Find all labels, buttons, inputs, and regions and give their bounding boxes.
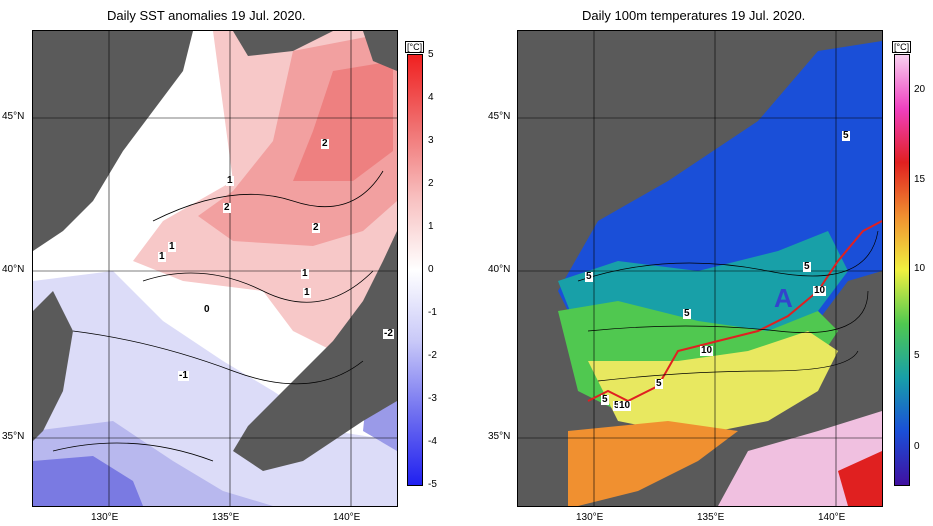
contour-label: -1 [178,370,189,381]
contour-label: 5 [683,308,691,319]
sst-anomaly-colorbar [407,54,423,486]
colorbar-tick-label: 1 [428,221,434,232]
lat-label: 45°N [2,111,25,122]
contour-label: 1 [168,241,176,252]
contour-label: 1 [301,268,309,279]
sst-anomaly-map-graphic [33,31,397,506]
temp-100m-colorbar [894,54,910,486]
lon-label: 140°E [333,512,361,523]
contour-label: 0 [203,304,211,315]
colorbar-tick-label: 4 [428,92,434,103]
temp-100m-map: 5 5 5 5 10 5 10 5 5 10 A [517,30,883,507]
colorbar-tick-label: 5 [428,49,434,60]
colorbar-tick-label: -4 [428,436,437,447]
colorbar-tick-label: -2 [428,350,437,361]
contour-label: 10 [700,345,714,356]
colorbar-tick-label: -3 [428,393,437,404]
right-panel-title: Daily 100m temperatures 19 Jul. 2020. [582,8,806,23]
contour-label: 5 [655,378,663,389]
lon-label: 135°E [697,512,725,523]
contour-label: -2 [383,328,394,339]
lon-label: 140°E [818,512,846,523]
colorbar-tick-label: 0 [914,441,920,452]
contour-label: 5 [613,400,621,411]
contour-label: 2 [312,222,320,233]
contour-label: 2 [321,138,329,149]
lat-label: 35°N [488,431,511,442]
contour-label: 10 [618,400,632,411]
colorbar-tick-label: 15 [914,174,926,185]
lon-label: 135°E [212,512,240,523]
lon-label: 130°E [576,512,604,523]
colorbar-tick-label: -5 [428,479,437,490]
lat-label: 35°N [2,431,25,442]
lat-label: 40°N [488,264,511,275]
contour-label: 1 [226,175,234,186]
colorbar-tick-label: -1 [428,307,437,318]
contour-label: 5 [585,271,593,282]
colorbar-unit: [°C] [892,41,912,53]
colorbar-tick-label: 20 [914,84,926,95]
colorbar-tick-label: 10 [914,263,926,274]
left-panel-title: Daily SST anomalies 19 Jul. 2020. [107,8,306,23]
colorbar-tick-label: 0 [428,264,434,275]
lat-label: 40°N [2,264,25,275]
contour-label: 10 [813,285,827,296]
lon-label: 130°E [91,512,119,523]
colorbar-tick-label: 5 [914,350,920,361]
region-label-a: A [774,283,793,313]
contour-label: 5 [601,394,609,405]
sst-anomaly-map: 2 1 2 2 1 1 1 1 0 -1 -2 [32,30,398,507]
contour-label: 2 [223,202,231,213]
temp-100m-map-graphic [518,31,882,506]
contour-label: 1 [303,287,311,298]
colorbar-tick-label: 2 [428,178,434,189]
contour-label: 1 [158,251,166,262]
colorbar-tick-label: 3 [428,135,434,146]
contour-label: 5 [842,130,850,141]
colorbar-unit: [°C] [405,41,425,53]
lat-label: 45°N [488,111,511,122]
contour-label: 5 [803,261,811,272]
